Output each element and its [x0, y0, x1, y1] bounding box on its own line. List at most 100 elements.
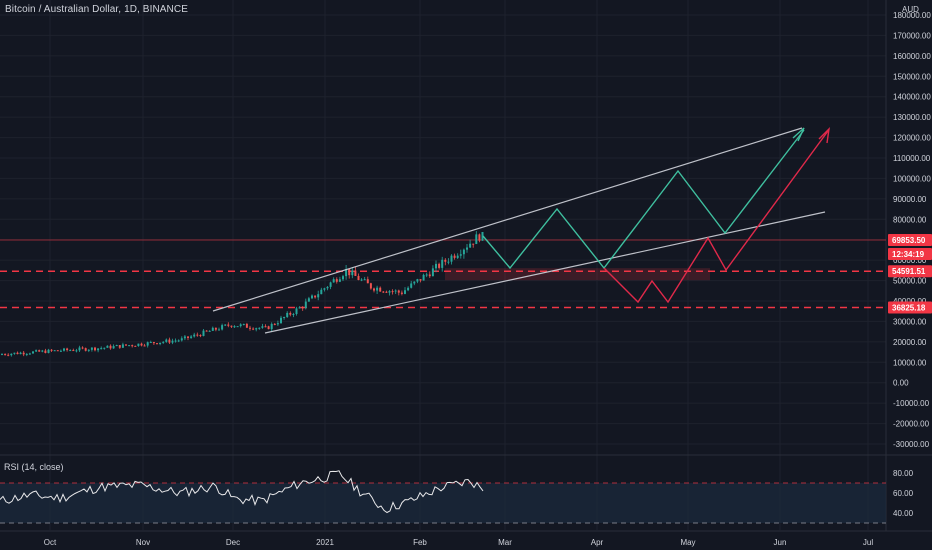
rsi-indicator-label[interactable]: RSI (14, close) [4, 462, 64, 472]
candle-body [447, 261, 450, 263]
candle-body [391, 291, 394, 293]
candle-body [56, 350, 59, 352]
candle-body [47, 349, 50, 353]
candle-body [469, 243, 472, 248]
candle-body [255, 328, 258, 330]
candle-body [382, 291, 385, 293]
candle-body [159, 342, 162, 345]
candle-body [301, 307, 304, 309]
candle-body [171, 340, 174, 343]
candle-body [35, 350, 38, 352]
candle-body [22, 352, 25, 355]
price-tick-label: 30000.00 [893, 317, 927, 326]
projection-paths[interactable] [482, 127, 830, 304]
candle-body [450, 255, 453, 262]
candle-body [385, 291, 388, 293]
candle-body [28, 353, 31, 355]
candle-body [59, 350, 62, 352]
candle-body [404, 290, 406, 294]
candle-body [357, 275, 360, 281]
price-tick-label: 140000.00 [893, 93, 931, 102]
rsi-tick-label: 80.00 [893, 469, 914, 478]
candle-body [162, 341, 165, 343]
price-tick-label: 0.00 [893, 379, 909, 388]
candle-body [156, 343, 158, 345]
price-tick-label: 10000.00 [893, 358, 927, 367]
candle-body [233, 326, 236, 328]
rsi-line [0, 470, 484, 514]
candle-body [249, 327, 251, 329]
candle-body [475, 234, 478, 245]
candle-body [273, 323, 276, 325]
countdown-badge: 12:34:19 [892, 250, 925, 259]
last-price-badge: 69853.50 [892, 236, 926, 245]
candle-body [345, 269, 348, 277]
price-tick-label: 100000.00 [893, 174, 931, 183]
candle-body [230, 325, 233, 327]
candle-body [354, 270, 357, 276]
price-tick-label: -20000.00 [893, 420, 930, 429]
resistance-badge: 54591.51 [892, 267, 926, 276]
price-tick-label: 180000.00 [893, 11, 931, 20]
candle-body [276, 323, 279, 325]
candle-body [134, 345, 137, 347]
candle-body [25, 353, 28, 355]
candle-body [329, 282, 332, 287]
candle-body [205, 330, 208, 332]
candle-body [121, 344, 124, 348]
price-axis[interactable]: 180000.00 170000.00 160000.00 150000.00 1400… [893, 5, 931, 449]
candle-body [211, 327, 214, 331]
candle-body [174, 340, 177, 342]
candle-body [75, 350, 78, 352]
candle-body [131, 345, 134, 347]
candle-body [218, 329, 220, 331]
candle-body [400, 292, 403, 294]
candle-body [298, 307, 301, 309]
candle-body [438, 263, 441, 268]
rsi-pane[interactable]: 80.00 60.00 40.00 [0, 469, 914, 524]
candle-body [481, 232, 484, 241]
candle-body [137, 343, 140, 346]
price-tick-label: 90000.00 [893, 195, 927, 204]
price-tick-label: 80000.00 [893, 215, 927, 224]
trend-channel[interactable] [212, 127, 826, 334]
resistance-badge-bg [888, 265, 932, 278]
candle-body [261, 326, 264, 328]
price-tick-label: 110000.00 [893, 154, 931, 163]
candle-body [72, 350, 75, 352]
candle-body [369, 283, 372, 289]
candle-body [208, 330, 211, 332]
candle-body [462, 249, 465, 255]
price-tick-label: 160000.00 [893, 52, 931, 61]
candle-body [453, 255, 456, 258]
time-axis[interactable]: Oct Nov Dec 2021 Feb Mar Apr May Jun Jul [44, 538, 874, 547]
candle-body [283, 317, 286, 319]
candle-body [466, 247, 468, 250]
candle-body [112, 346, 115, 349]
time-tick-label: Nov [136, 538, 150, 547]
candle-body [342, 276, 344, 280]
candle-body [258, 327, 261, 329]
candle-body [317, 294, 320, 298]
rsi-tick-label: 40.00 [893, 509, 914, 518]
candle-body [187, 336, 189, 338]
symbol-title: Bitcoin / Australian Dollar, 1D, BINANCE [5, 4, 188, 15]
candle-body [363, 279, 366, 281]
time-tick-label: Dec [226, 538, 240, 547]
candle-body [128, 345, 131, 347]
time-tick-label: Feb [413, 538, 427, 547]
candle-body [264, 326, 267, 328]
candle-body [419, 279, 422, 281]
time-tick-label: Jul [863, 538, 873, 547]
rsi-tick-label: 60.00 [893, 489, 914, 498]
candle-body [441, 259, 444, 268]
candle-body [152, 341, 155, 344]
candle-body [66, 348, 69, 351]
candle-body [177, 340, 180, 342]
candle-body [428, 274, 431, 277]
candle-body [431, 268, 434, 277]
candle-body [78, 347, 81, 351]
candle-body [472, 243, 475, 245]
